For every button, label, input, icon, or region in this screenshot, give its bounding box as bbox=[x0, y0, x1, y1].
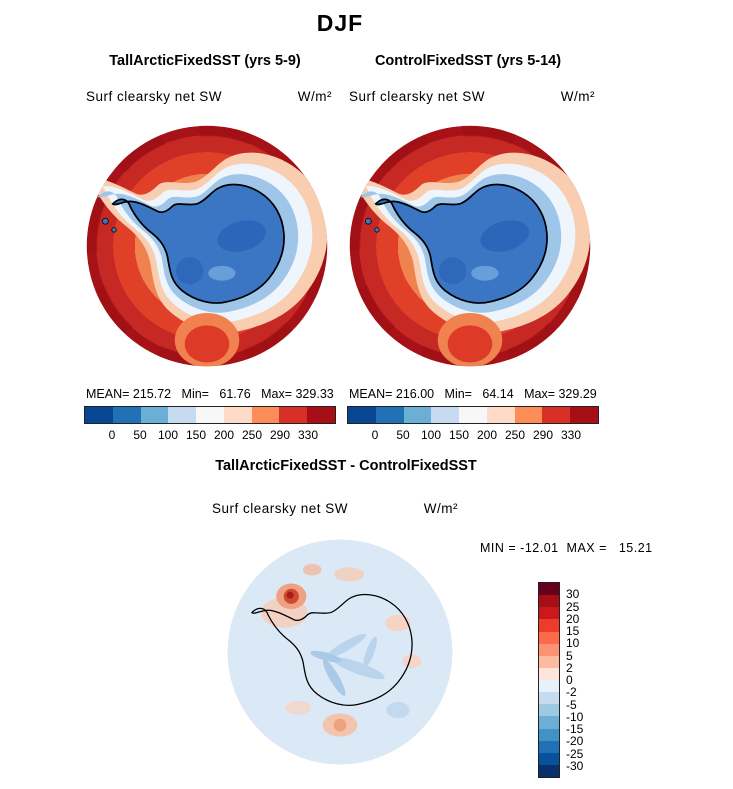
colorbar-segment bbox=[570, 407, 599, 423]
colorbar-segment bbox=[539, 752, 559, 765]
colorbar-tick-label: -25 bbox=[566, 746, 584, 761]
colorbar-tick-label: -30 bbox=[566, 758, 584, 773]
colorbar-tick-label: 30 bbox=[566, 587, 580, 602]
field-name-label: Surf clearsky net SW bbox=[212, 501, 349, 516]
diff-colorbar: 30 25 20 15 10 5 2 0 -2 -5 -10 -15 -20 -25 -30 bbox=[538, 582, 583, 778]
colorbar-segment bbox=[251, 407, 280, 423]
colorbar-segment bbox=[431, 407, 460, 423]
colorbar-segment bbox=[85, 407, 113, 423]
colorbar-segment bbox=[539, 764, 559, 777]
colorbar-tick-label: 200 bbox=[476, 428, 498, 442]
colorbar-control: 0 50 100 150 200 250 290 330 bbox=[347, 406, 599, 443]
map-difference bbox=[224, 536, 456, 768]
colorbar-segment bbox=[168, 407, 197, 423]
field-label-row-right: Surf clearsky net SW W/m² bbox=[349, 89, 595, 104]
colorbar-tick-label: -5 bbox=[566, 697, 577, 712]
colorbar-segment bbox=[223, 407, 252, 423]
colorbar-segment bbox=[348, 407, 376, 423]
map-tallarctic bbox=[83, 122, 331, 370]
colorbar-tick-label: 10 bbox=[566, 636, 580, 651]
colorbar-tick-label: -2 bbox=[566, 685, 577, 700]
colorbar-segment bbox=[539, 631, 559, 644]
colorbar-segment bbox=[539, 583, 559, 596]
map-control bbox=[346, 122, 594, 370]
colorbar-segment bbox=[539, 704, 559, 717]
colorbar-segment bbox=[539, 692, 559, 705]
colorbar-tick-labels: 0 50 100 150 200 250 290 330 bbox=[84, 428, 336, 443]
field-label-row-left: Surf clearsky net SW W/m² bbox=[86, 89, 332, 104]
colorbar-segment bbox=[539, 607, 559, 620]
colorbar-tick-label: 20 bbox=[566, 611, 580, 626]
colorbar-tick-label: 150 bbox=[185, 428, 207, 442]
colorbar-segment bbox=[539, 595, 559, 608]
colorbar-segment bbox=[112, 407, 141, 423]
stats-control: MEAN= 216.00 Min= 64.14 Max= 329.29 bbox=[349, 387, 597, 401]
colorbar-tick-label: 290 bbox=[269, 428, 291, 442]
colorbar-segment bbox=[196, 407, 224, 423]
colorbar-tick-label: 2 bbox=[566, 660, 573, 675]
season-title: DJF bbox=[316, 10, 364, 36]
field-name-label: Surf clearsky net SW bbox=[349, 89, 486, 104]
colorbar-tick-label: 290 bbox=[532, 428, 554, 442]
colorbar-tick-label: -15 bbox=[566, 722, 584, 736]
field-name-label: Surf clearsky net SW bbox=[86, 89, 223, 104]
colorbar-tick-label: 330 bbox=[560, 428, 582, 442]
colorbar-segment bbox=[514, 407, 543, 423]
colorbar-tick-label: 150 bbox=[448, 428, 470, 442]
diff-colorbar-labels: 30 25 20 15 10 5 2 0 -2 -5 -10 -15 -20 -25 -30 bbox=[566, 582, 608, 778]
colorbar-segment bbox=[539, 643, 559, 656]
colorbar-tick-label: 50 bbox=[396, 428, 410, 442]
colorbar-tick-label: 100 bbox=[157, 428, 179, 442]
colorbar-segment bbox=[539, 716, 559, 729]
stats-tallarctic: MEAN= 215.72 Min= 61.76 Max= 329.33 bbox=[86, 387, 334, 401]
colorbar-tick-label: 5 bbox=[566, 648, 573, 663]
colorbar-tick-label: 50 bbox=[133, 428, 147, 442]
colorbar-segment bbox=[539, 655, 559, 668]
colorbar-segment bbox=[279, 407, 308, 423]
panel-title-control: ControlFixedSST (yrs 5-14) bbox=[374, 53, 562, 69]
colorbar-tick-label: 0 bbox=[566, 673, 573, 687]
colorbar-segment bbox=[539, 740, 559, 753]
colorbar-segment bbox=[307, 407, 336, 423]
colorbar-tick-label: 15 bbox=[566, 624, 580, 638]
colorbar-tick-label: 0 bbox=[371, 428, 379, 442]
colorbar-tick-label: 250 bbox=[241, 428, 263, 442]
field-units-label: W/m² bbox=[560, 89, 595, 104]
colorbar-segment bbox=[375, 407, 404, 423]
diff-minmax-stats: MIN = -12.01 MAX = 15.21 bbox=[480, 541, 653, 555]
colorbar-tick-label: 100 bbox=[420, 428, 442, 442]
colorbar-segment bbox=[459, 407, 487, 423]
colorbar-tick-label: 250 bbox=[504, 428, 526, 442]
colorbar-tick-label: 330 bbox=[297, 428, 319, 442]
colorbar-segment bbox=[140, 407, 169, 423]
diff-panel-title: TallArcticFixedSST - ControlFixedSST bbox=[215, 458, 477, 474]
panel-title-tallarctic: TallArcticFixedSST (yrs 5-9) bbox=[109, 53, 301, 69]
colorbar-segment bbox=[539, 667, 559, 680]
colorbar-tick-label: -20 bbox=[566, 734, 584, 749]
colorbar-tick-label: 25 bbox=[566, 599, 580, 614]
colorbar-tick-label: -10 bbox=[566, 709, 584, 724]
diff-colorbar-bar bbox=[538, 582, 560, 778]
colorbar-segment bbox=[403, 407, 432, 423]
colorbar-tick-label: 0 bbox=[108, 428, 116, 442]
colorbar-tick-label: 200 bbox=[213, 428, 235, 442]
field-label-row-diff: Surf clearsky net SW W/m² bbox=[212, 501, 458, 516]
field-units-label: W/m² bbox=[297, 89, 332, 104]
colorbar-bar bbox=[84, 406, 336, 424]
colorbar-bar bbox=[347, 406, 599, 424]
colorbar-segment bbox=[539, 728, 559, 741]
field-units-label: W/m² bbox=[423, 501, 458, 516]
colorbar-segment bbox=[542, 407, 571, 423]
colorbar-segment bbox=[486, 407, 515, 423]
colorbar-tallarctic: 0 50 100 150 200 250 290 330 bbox=[84, 406, 336, 443]
colorbar-segment bbox=[539, 680, 559, 693]
colorbar-segment bbox=[539, 619, 559, 632]
colorbar-tick-labels: 0 50 100 150 200 250 290 330 bbox=[347, 428, 599, 443]
